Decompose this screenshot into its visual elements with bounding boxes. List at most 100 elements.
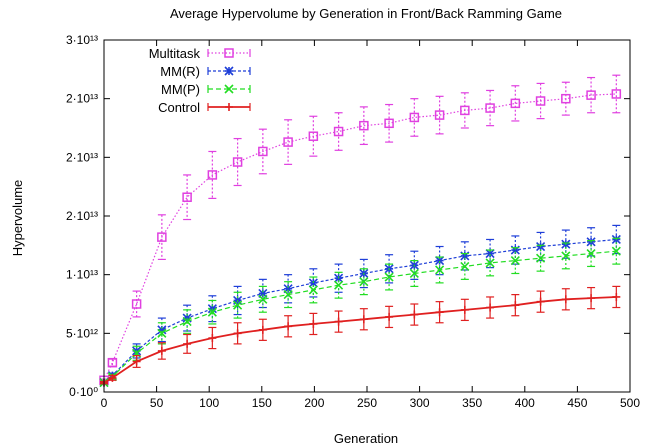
y-tick-label: 1·10¹³ [66, 268, 98, 282]
data-point [586, 90, 596, 100]
data-point [384, 272, 394, 282]
data-point [258, 146, 268, 157]
data-point [384, 118, 394, 129]
x-axis-label: Generation [334, 431, 398, 446]
data-point [283, 137, 293, 147]
data-point [510, 256, 520, 266]
data-point [309, 319, 318, 328]
error-bar [536, 82, 545, 120]
data-point [232, 157, 243, 167]
x-tick-label: 300 [410, 396, 430, 410]
data-point [485, 103, 495, 113]
data-point [586, 248, 596, 259]
error-bar [410, 250, 419, 280]
x-tick-label: 400 [515, 396, 535, 410]
data-point [258, 288, 268, 299]
data-point [131, 299, 142, 309]
data-point [536, 253, 546, 263]
error-bar [208, 150, 217, 199]
y-tick-label: 5·10¹² [66, 326, 98, 340]
x-tick-label: 350 [462, 396, 482, 410]
data-point [258, 294, 268, 304]
error-bar [410, 98, 419, 137]
data-point [460, 251, 470, 261]
data-point [611, 89, 622, 99]
data-point [157, 232, 167, 242]
data-point [561, 295, 570, 304]
data-point [485, 258, 495, 268]
chart-title: Average Hypervolume by Generation in Fro… [170, 6, 562, 21]
error-bar [208, 299, 217, 325]
data-point [258, 325, 267, 334]
data-point [157, 328, 167, 338]
error-bar [587, 76, 596, 114]
error-bar [334, 112, 343, 151]
series-line-control [103, 296, 617, 384]
data-point [435, 256, 445, 266]
series-multitask [99, 74, 622, 386]
data-point [385, 312, 394, 321]
data-point [233, 300, 243, 310]
data-point [612, 292, 621, 301]
legend-label: MM(P) [161, 82, 200, 97]
error-bar [233, 137, 242, 187]
data-point [334, 317, 343, 326]
data-point [587, 294, 596, 303]
data-point [611, 246, 621, 256]
legend-marker [224, 84, 234, 94]
error-bar [284, 119, 293, 165]
data-point [308, 285, 318, 295]
data-point [409, 268, 419, 279]
data-point [183, 339, 192, 348]
x-tick-label: 450 [567, 396, 587, 410]
series-line-mm-p [103, 250, 617, 384]
data-point [410, 310, 419, 319]
data-point [207, 170, 218, 180]
error-bar [359, 258, 368, 289]
data-point [460, 105, 470, 116]
legend-item-mm-r: MM(R) [160, 64, 251, 79]
x-tick-label: 50 [150, 396, 164, 410]
data-point [435, 265, 445, 275]
data-point [334, 280, 344, 290]
error-bar [435, 95, 444, 135]
legend-item-mm-p: MM(P) [161, 82, 251, 97]
series-mm-r [99, 224, 621, 388]
data-point [511, 301, 520, 310]
data-point [283, 290, 293, 300]
data-point [510, 245, 520, 255]
data-point [157, 325, 167, 335]
legend-marker [224, 48, 234, 58]
data-point [207, 307, 217, 317]
data-point [107, 357, 118, 368]
data-point [233, 329, 242, 338]
error-bar [511, 85, 520, 122]
error-bar [612, 74, 621, 114]
error-bar [385, 103, 394, 143]
data-point [157, 346, 166, 355]
error-bar [309, 268, 318, 298]
series-line-multitask [103, 93, 617, 381]
legend-marker [224, 66, 234, 76]
data-point [485, 248, 495, 259]
data-point [460, 261, 470, 272]
x-tick-label: 150 [252, 396, 272, 410]
legend-item-multitask: Multitask [149, 46, 251, 61]
y-tick-label: 0·10⁰ [69, 385, 98, 399]
data-point [108, 373, 117, 382]
error-bar [359, 106, 368, 146]
y-tick-label: 2·10¹³ [66, 92, 98, 106]
x-tick-label: 200 [304, 396, 324, 410]
data-point [308, 131, 319, 141]
data-point [132, 357, 141, 366]
data-point [359, 120, 369, 131]
error-bar [183, 309, 192, 334]
y-axis-label: Hypervolume [10, 180, 25, 257]
y-tick-label: 2·10¹³ [66, 209, 98, 223]
data-point [182, 317, 192, 327]
data-point [510, 98, 521, 109]
x-tick-label: 0 [101, 396, 108, 410]
x-tick-label: 100 [199, 396, 219, 410]
error-bar [108, 358, 117, 367]
error-bar [486, 89, 495, 127]
